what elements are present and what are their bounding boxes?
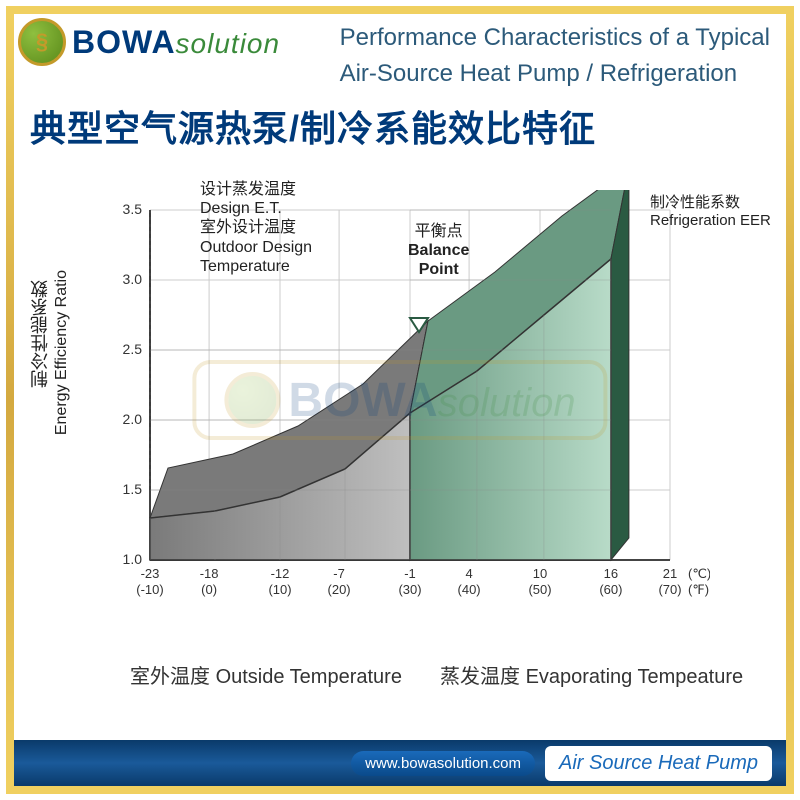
svg-text:16: 16	[604, 566, 618, 581]
xlabel-outside: 室外温度 Outside Temperature	[130, 660, 402, 689]
footer-strip: www.bowasolution.com Air Source Heat Pum…	[14, 740, 786, 786]
watermark-icon	[224, 372, 280, 428]
svg-text:1.5: 1.5	[123, 481, 143, 497]
ylabel-cn: 制冷性能系数	[30, 280, 52, 388]
logo-icon: §	[18, 18, 66, 66]
svg-text:(℉): (℉)	[688, 582, 709, 597]
svg-text:(10): (10)	[268, 582, 291, 597]
svg-text:(0): (0)	[201, 582, 217, 597]
balance-point-annotation: 平衡点 Balance Point	[408, 222, 469, 280]
title-chinese: 典型空气源热泵/制冷系能效比特征	[30, 100, 596, 152]
design-et-annotation: 设计蒸发温度 Design E.T. 室外设计温度 Outdoor Design…	[200, 180, 312, 276]
svg-text:10: 10	[533, 566, 547, 581]
logo: § BOWAsolution	[18, 18, 280, 66]
svg-text:-7: -7	[333, 566, 345, 581]
footer-url: www.bowasolution.com	[351, 751, 535, 776]
svg-text:-12: -12	[271, 566, 290, 581]
svg-text:4: 4	[465, 566, 472, 581]
footer-label: Air Source Heat Pump	[545, 746, 772, 781]
svg-text:2.0: 2.0	[123, 411, 143, 427]
svg-text:3.0: 3.0	[123, 271, 143, 287]
svg-text:21: 21	[663, 566, 677, 581]
svg-text:(60): (60)	[599, 582, 622, 597]
svg-text:-18: -18	[200, 566, 219, 581]
svg-text:(℃): (℃)	[688, 566, 710, 581]
svg-text:3.5: 3.5	[123, 201, 143, 217]
svg-text:(30): (30)	[398, 582, 421, 597]
svg-text:-23: -23	[141, 566, 160, 581]
ylabel-en: Energy Efficiency Ratio	[52, 270, 71, 435]
svg-text:(20): (20)	[328, 582, 351, 597]
svg-text:2.5: 2.5	[123, 341, 143, 357]
eer-annotation: 制冷性能系数 Refrigeration EER	[650, 194, 771, 230]
svg-text:(-10): (-10)	[136, 582, 163, 597]
svg-text:(70): (70)	[658, 582, 681, 597]
svg-text:-1: -1	[404, 566, 416, 581]
svg-text:(40): (40)	[458, 582, 481, 597]
header-english: Performance Characteristics of a Typical…	[340, 20, 770, 92]
watermark: BOWAsolution	[192, 360, 607, 440]
svg-text:(50): (50)	[528, 582, 551, 597]
logo-text: BOWAsolution	[72, 24, 280, 61]
xlabel-evap: 蒸发温度 Evaporating Tempeature	[440, 660, 743, 689]
svg-text:1.0: 1.0	[123, 551, 143, 567]
